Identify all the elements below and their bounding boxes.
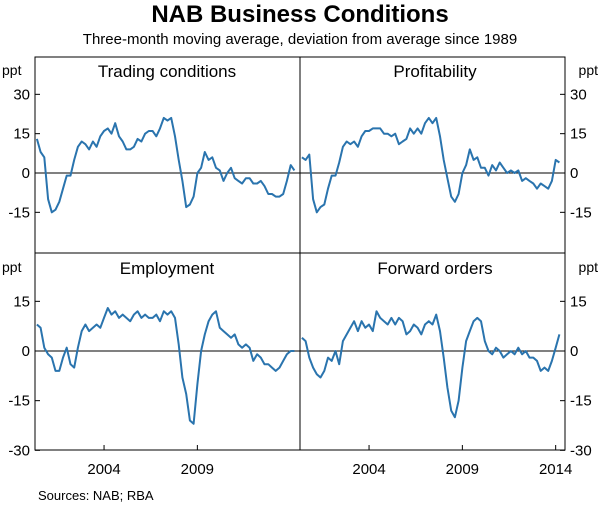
panel-title-profitability: Profitability	[393, 62, 477, 81]
x-tick-label-left: 2004	[87, 461, 120, 478]
series-line-profitability	[301, 116, 560, 214]
y-tick-label-bottom-left: 0	[22, 343, 30, 360]
y-tick-label-bottom-left: -30	[8, 442, 30, 459]
ppt-label-bottom-left: ppt	[2, 259, 22, 275]
y-tick-label-top-right: -15	[570, 204, 592, 221]
series-line-forward-orders	[301, 310, 561, 419]
y-tick-label-bottom-left: -15	[8, 393, 30, 410]
chart-subtitle: Three-month moving average, deviation fr…	[82, 31, 518, 48]
x-tick-label-right: 2009	[446, 461, 479, 478]
ppt-label-top-right: ppt	[579, 62, 599, 78]
y-tick-label-bottom-right: -15	[570, 393, 592, 410]
x-tick-label-left: 2009	[181, 461, 214, 478]
source-note: Sources: NAB; RBA	[38, 488, 154, 503]
panel-title-employment: Employment	[120, 259, 215, 278]
panel-title-forward-orders: Forward orders	[377, 259, 492, 278]
x-tick-label-right: 2004	[352, 461, 385, 478]
y-tick-label-bottom-left: 15	[13, 293, 30, 310]
ppt-label-top-left: ppt	[2, 62, 22, 78]
series-line-trading-conditions	[35, 116, 296, 214]
y-tick-label-bottom-right: -30	[570, 442, 592, 459]
y-tick-label-bottom-right: 0	[570, 343, 578, 360]
chart-title: NAB Business Conditions	[151, 1, 449, 28]
y-tick-label-top-left: 30	[13, 86, 30, 103]
y-tick-label-top-right: 15	[570, 126, 587, 143]
y-tick-label-top-right: 30	[570, 86, 587, 103]
x-tick-label-right: 2014	[539, 461, 572, 478]
y-tick-label-bottom-right: 15	[570, 293, 587, 310]
panel-title-trading-conditions: Trading conditions	[98, 62, 236, 81]
y-tick-label-top-left: -15	[8, 204, 30, 221]
y-tick-label-top-right: 0	[570, 165, 578, 182]
series-line-employment	[36, 307, 295, 425]
y-tick-label-top-left: 15	[13, 126, 30, 143]
y-tick-label-top-left: 0	[22, 165, 30, 182]
ppt-label-bottom-right: ppt	[579, 259, 599, 275]
